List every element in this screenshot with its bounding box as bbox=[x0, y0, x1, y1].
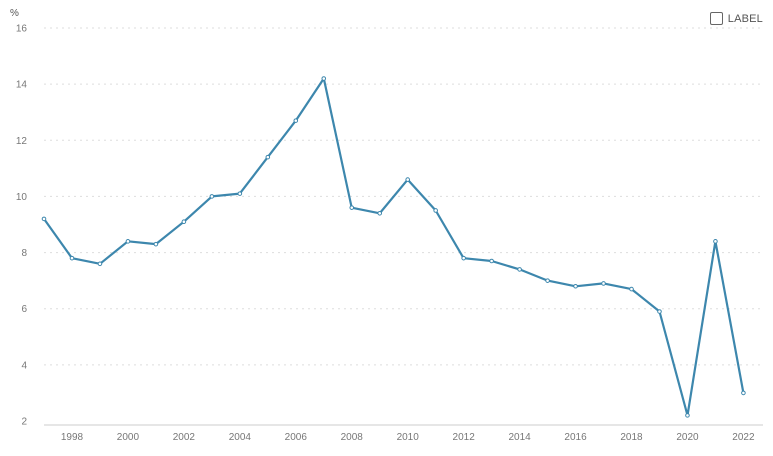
y-tick-label-16: 16 bbox=[16, 24, 28, 35]
x-tick-label-2016: 2016 bbox=[564, 432, 587, 443]
x-tick-labels: 1998 2000 2002 2004 2006 2008 2010 2012 2014 2016… bbox=[61, 432, 755, 443]
data-point-2007[interactable] bbox=[321, 76, 327, 81]
legend-label: LABEL bbox=[727, 12, 763, 25]
y-axis-unit: % bbox=[10, 8, 19, 19]
data-point-2020[interactable] bbox=[685, 413, 690, 418]
x-tick-label-2006: 2006 bbox=[285, 432, 308, 443]
y-tick-label-10: 10 bbox=[16, 192, 28, 203]
data-point-1999[interactable] bbox=[97, 261, 103, 267]
y-tick-label-14: 14 bbox=[16, 80, 28, 91]
data-point-2018[interactable] bbox=[629, 286, 634, 292]
x-tick-label-2020: 2020 bbox=[676, 432, 699, 443]
data-point-2008[interactable] bbox=[349, 205, 355, 210]
x-tick-label-2022: 2022 bbox=[732, 432, 755, 443]
data-point-2009[interactable] bbox=[377, 210, 383, 216]
y-tick-label-12: 12 bbox=[16, 136, 28, 147]
legend-checkbox[interactable] bbox=[709, 12, 723, 25]
legend-toggle[interactable]: LABEL bbox=[709, 12, 763, 25]
y-tick-labels: 2 4 6 8 10 12 14 16 bbox=[16, 24, 28, 428]
data-point-2006[interactable] bbox=[293, 118, 299, 123]
data-point-2010[interactable] bbox=[405, 177, 410, 182]
data-point-2003[interactable] bbox=[209, 194, 215, 199]
x-tick-label-2008: 2008 bbox=[341, 432, 364, 443]
data-point-2001[interactable] bbox=[153, 241, 159, 247]
grid-lines bbox=[44, 27, 763, 366]
series-points[interactable] bbox=[41, 76, 746, 418]
data-point-2012[interactable] bbox=[461, 255, 466, 261]
data-point-2000[interactable] bbox=[125, 239, 131, 244]
data-point-2005[interactable] bbox=[265, 154, 271, 160]
x-tick-label-2000: 2000 bbox=[117, 432, 140, 443]
data-point-2002[interactable] bbox=[181, 219, 187, 224]
data-point-2019[interactable] bbox=[657, 309, 662, 314]
data-point-2016[interactable] bbox=[573, 283, 578, 289]
data-point-1997[interactable] bbox=[41, 216, 47, 222]
y-tick-label-2: 2 bbox=[21, 417, 27, 428]
data-point-2022[interactable] bbox=[741, 390, 746, 396]
x-tick-label-2018: 2018 bbox=[620, 432, 643, 443]
data-point-2011[interactable] bbox=[433, 208, 438, 213]
series-line[interactable] bbox=[43, 77, 745, 417]
x-tick-label-2010: 2010 bbox=[397, 432, 420, 443]
x-tick-label-2004: 2004 bbox=[229, 432, 252, 443]
y-tick-label-8: 8 bbox=[21, 248, 27, 259]
data-point-1998[interactable] bbox=[69, 255, 75, 261]
data-point-2017[interactable] bbox=[601, 281, 606, 286]
x-tick-label-2012: 2012 bbox=[453, 432, 476, 443]
x-tick-label-1998: 1998 bbox=[61, 432, 84, 443]
data-point-2021[interactable] bbox=[713, 239, 718, 244]
data-point-2004[interactable] bbox=[237, 191, 243, 196]
data-point-2013[interactable] bbox=[489, 258, 494, 264]
y-tick-label-4: 4 bbox=[21, 360, 27, 371]
data-point-2015[interactable] bbox=[545, 278, 550, 283]
y-tick-label-6: 6 bbox=[21, 304, 27, 315]
data-point-2014[interactable] bbox=[517, 267, 522, 272]
x-tick-label-2014: 2014 bbox=[508, 432, 531, 443]
x-tick-label-2002: 2002 bbox=[173, 432, 196, 443]
